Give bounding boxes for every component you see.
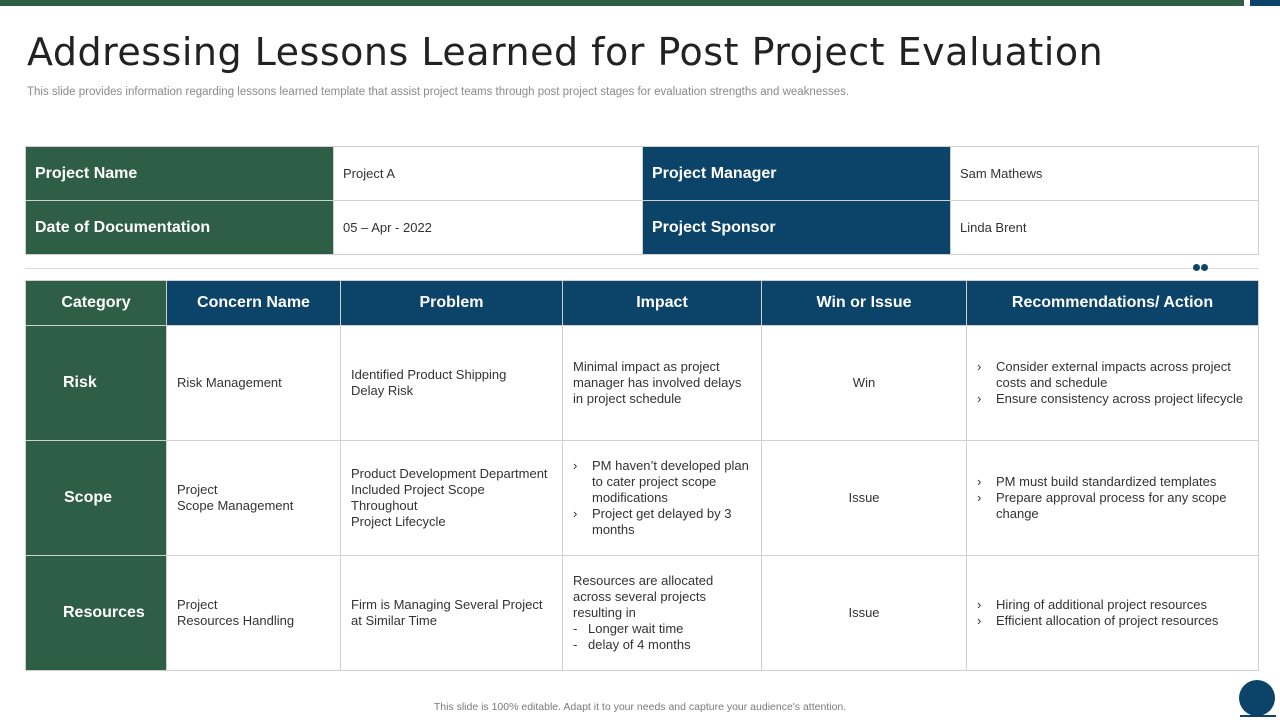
project-name-value: Project A bbox=[333, 146, 643, 201]
list-item: Longer wait time bbox=[573, 621, 751, 637]
impact-cell: PM haven’t developed plan to cater proje… bbox=[562, 440, 762, 556]
project-sponsor-value: Linda Brent bbox=[950, 200, 1259, 255]
header-recommendations: Recommendations/ Action bbox=[966, 280, 1259, 326]
win-issue-cell: Issue bbox=[761, 555, 967, 671]
concern-cell: Risk Management bbox=[166, 325, 341, 441]
list-item: delay of 4 months bbox=[573, 637, 751, 653]
slide-title: Addressing Lessons Learned for Post Proj… bbox=[27, 30, 1104, 74]
problem-cell: Product Development Department Included … bbox=[340, 440, 563, 556]
corner-line-decoration bbox=[1240, 715, 1276, 717]
project-sponsor-label: Project Sponsor bbox=[642, 200, 951, 255]
slide-subtitle: This slide provides information regardin… bbox=[27, 86, 850, 98]
list-item: Efficient allocation of project resource… bbox=[977, 613, 1248, 629]
concern-cell: Project Scope Management bbox=[166, 440, 341, 556]
table-row: Scope Project Scope Management Product D… bbox=[25, 440, 1259, 556]
actions-cell: PM must build standardized templates Pre… bbox=[966, 440, 1259, 556]
footer-note: This slide is 100% editable. Adapt it to… bbox=[433, 701, 847, 713]
actions-list: Consider external impacts across project… bbox=[977, 359, 1248, 407]
lessons-learned-table: Category Concern Name Problem Impact Win… bbox=[25, 280, 1259, 671]
corner-circle-decoration bbox=[1239, 680, 1275, 716]
project-manager-label: Project Manager bbox=[642, 146, 951, 201]
header-impact: Impact bbox=[562, 280, 762, 326]
dot-icon bbox=[1201, 264, 1208, 271]
category-cell: Risk bbox=[25, 325, 167, 441]
info-row: Project Name Project A Project Manager S… bbox=[25, 146, 1259, 201]
actions-list: PM must build standardized templates Pre… bbox=[977, 474, 1248, 522]
actions-cell: Consider external impacts across project… bbox=[966, 325, 1259, 441]
list-item: Prepare approval process for any scope c… bbox=[977, 490, 1248, 522]
header-row: Category Concern Name Problem Impact Win… bbox=[25, 280, 1259, 326]
list-item: Project get delayed by 3 months bbox=[573, 506, 751, 538]
header-concern-name: Concern Name bbox=[166, 280, 341, 326]
win-issue-cell: Issue bbox=[761, 440, 967, 556]
project-name-label: Project Name bbox=[25, 146, 334, 201]
list-item: PM haven’t developed plan to cater proje… bbox=[573, 458, 751, 506]
info-row: Date of Documentation 05 – Apr - 2022 Pr… bbox=[25, 200, 1259, 255]
list-item: PM must build standardized templates bbox=[977, 474, 1248, 490]
win-issue-cell: Win bbox=[761, 325, 967, 441]
project-info-table: Project Name Project A Project Manager S… bbox=[25, 146, 1259, 255]
concern-cell: Project Resources Handling bbox=[166, 555, 341, 671]
actions-cell: Hiring of additional project resources E… bbox=[966, 555, 1259, 671]
project-manager-value: Sam Mathews bbox=[950, 146, 1259, 201]
table-row: Resources Project Resources Handling Fir… bbox=[25, 555, 1259, 671]
impact-list: PM haven’t developed plan to cater proje… bbox=[573, 458, 751, 538]
top-accent-bar-right bbox=[1250, 0, 1280, 6]
list-item: Consider external impacts across project… bbox=[977, 359, 1248, 391]
impact-cell: Resources are allocated across several p… bbox=[562, 555, 762, 671]
date-value: 05 – Apr - 2022 bbox=[333, 200, 643, 255]
date-label: Date of Documentation bbox=[25, 200, 334, 255]
impact-list: Longer wait time delay of 4 months bbox=[573, 621, 751, 653]
dot-icon bbox=[1193, 264, 1200, 271]
list-item: Hiring of additional project resources bbox=[977, 597, 1248, 613]
list-item: Ensure consistency across project lifecy… bbox=[977, 391, 1248, 407]
table-row: Risk Risk Management Identified Product … bbox=[25, 325, 1259, 441]
impact-cell: Minimal impact as project manager has in… bbox=[562, 325, 762, 441]
actions-list: Hiring of additional project resources E… bbox=[977, 597, 1248, 629]
category-cell: Resources bbox=[25, 555, 167, 671]
header-problem: Problem bbox=[340, 280, 563, 326]
problem-cell: Identified Product Shipping Delay Risk bbox=[340, 325, 563, 441]
dots-decoration-icon bbox=[1193, 264, 1213, 272]
header-win-or-issue: Win or Issue bbox=[761, 280, 967, 326]
impact-text: Resources are allocated across several p… bbox=[573, 573, 714, 620]
problem-cell: Firm is Managing Several Project at Simi… bbox=[340, 555, 563, 671]
category-cell: Scope bbox=[25, 440, 167, 556]
top-accent-bar bbox=[0, 0, 1244, 6]
divider-line bbox=[25, 268, 1258, 269]
header-category: Category bbox=[25, 280, 167, 326]
